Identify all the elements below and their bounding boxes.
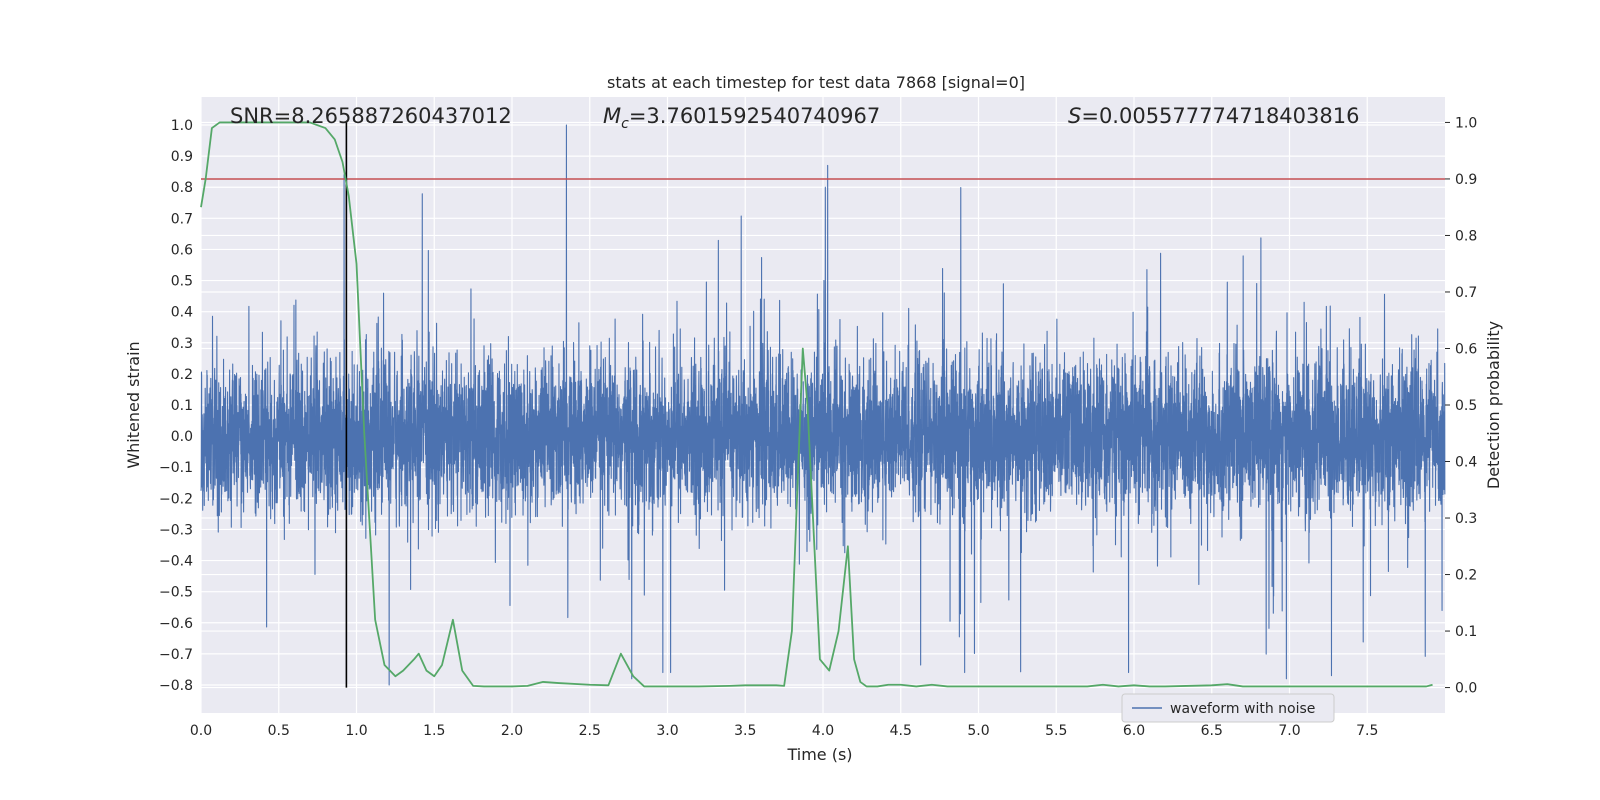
annotation-snr-symbol: SNR (230, 104, 274, 128)
y-tick-label: 0.1 (171, 398, 193, 414)
y2-axis-label: Detection probability (1484, 321, 1503, 489)
probability-series (200, 121, 1433, 688)
chart-title: stats at each timestep for test data 786… (607, 73, 1025, 92)
x-tick-label: 7.0 (1278, 723, 1300, 739)
waveform-series (200, 124, 1446, 686)
overlay-lines (201, 122, 1445, 688)
y-axis-label: Whitened strain (124, 341, 143, 468)
y2-tick-label: 0.5 (1455, 398, 1477, 414)
y2-tick-label: 0.1 (1455, 624, 1477, 640)
y-tick-label: −0.1 (159, 460, 193, 476)
annotation-s-value: =0.005577774718403816 (1081, 104, 1359, 128)
annotation-s-symbol: S (1068, 104, 1081, 128)
y-tick-label: 0.9 (171, 149, 193, 165)
annotation-s: S=0.005577774718403816 (1068, 104, 1359, 128)
y2-tick-label: 0.7 (1455, 285, 1477, 301)
y-tick-label: 0.3 (171, 336, 193, 352)
y-tick-label: −0.3 (159, 522, 193, 538)
y-tick-label: 0.0 (171, 429, 193, 445)
annotation-mc-value: =3.7601592540740967 (629, 104, 880, 128)
annotation-mc: Mc=3.7601592540740967 (603, 104, 880, 132)
y2-tick-label: 0.4 (1455, 455, 1477, 471)
annotation-snr: SNR=8.265887260437012 (230, 104, 512, 128)
x-axis-label: Time (s) (786, 745, 852, 764)
y-tick-label: −0.5 (159, 585, 193, 601)
x-tick-label: 3.5 (734, 723, 756, 739)
x-tick-label: 4.0 (812, 723, 834, 739)
x-tick-label: 5.0 (967, 723, 989, 739)
y-tick-label: −0.2 (159, 491, 193, 507)
y2-tick-label: 1.0 (1455, 115, 1477, 131)
x-tick-label: 1.0 (345, 723, 367, 739)
legend-box (1121, 693, 1335, 723)
y2-tick-label: 0.6 (1455, 341, 1477, 357)
y-tick-label: 0.8 (171, 180, 193, 196)
waveform-line (200, 124, 1446, 686)
y2-tick-label: 0.3 (1455, 511, 1477, 527)
y-tick-label: −0.7 (159, 647, 193, 663)
y2-tick-label: 0.8 (1455, 228, 1477, 244)
y-tick-label: 0.2 (171, 367, 193, 383)
x-tick-label: 7.5 (1356, 723, 1378, 739)
axis-ticks: 0.0 0.5 1.0 1.5 2.0 2.5 3.0 3.5 4.0 4.5 5.0 5.5 6.0 6… (159, 115, 1477, 739)
y-tick-label: 0.7 (171, 211, 193, 227)
annotation-snr-value: =8.265887260437012 (274, 104, 512, 128)
x-tick-label: 2.5 (579, 723, 601, 739)
y2-tick-label: 0.0 (1455, 681, 1477, 697)
x-tick-label: 1.5 (423, 723, 445, 739)
x-tick-label: 6.0 (1123, 723, 1145, 739)
y-tick-label: −0.8 (159, 678, 193, 694)
x-tick-label: 4.5 (890, 723, 912, 739)
x-tick-label: 2.0 (501, 723, 523, 739)
x-tick-label: 0.0 (190, 723, 212, 739)
annotation-mc-symbol: M (603, 104, 621, 128)
legend-entry-waveform: waveform with noise (1170, 701, 1315, 717)
probability-line (200, 121, 1433, 688)
y-tick-label: −0.4 (159, 554, 193, 570)
x-tick-label: 0.5 (268, 723, 290, 739)
y-tick-label: 0.5 (171, 274, 193, 290)
y2-tick-label: 0.9 (1455, 172, 1477, 188)
y-tick-label: 0.6 (171, 242, 193, 258)
y-tick-label: −0.6 (159, 616, 193, 632)
x-tick-label: 3.0 (656, 723, 678, 739)
x-tick-label: 6.5 (1201, 723, 1223, 739)
x-tick-label: 5.5 (1045, 723, 1067, 739)
legend: waveform with noise (1121, 693, 1335, 723)
y-tick-label: 0.4 (171, 305, 193, 321)
y-tick-label: 1.0 (171, 118, 193, 134)
y2-tick-label: 0.2 (1455, 568, 1477, 584)
annotation-mc-subscript: c (621, 116, 629, 132)
